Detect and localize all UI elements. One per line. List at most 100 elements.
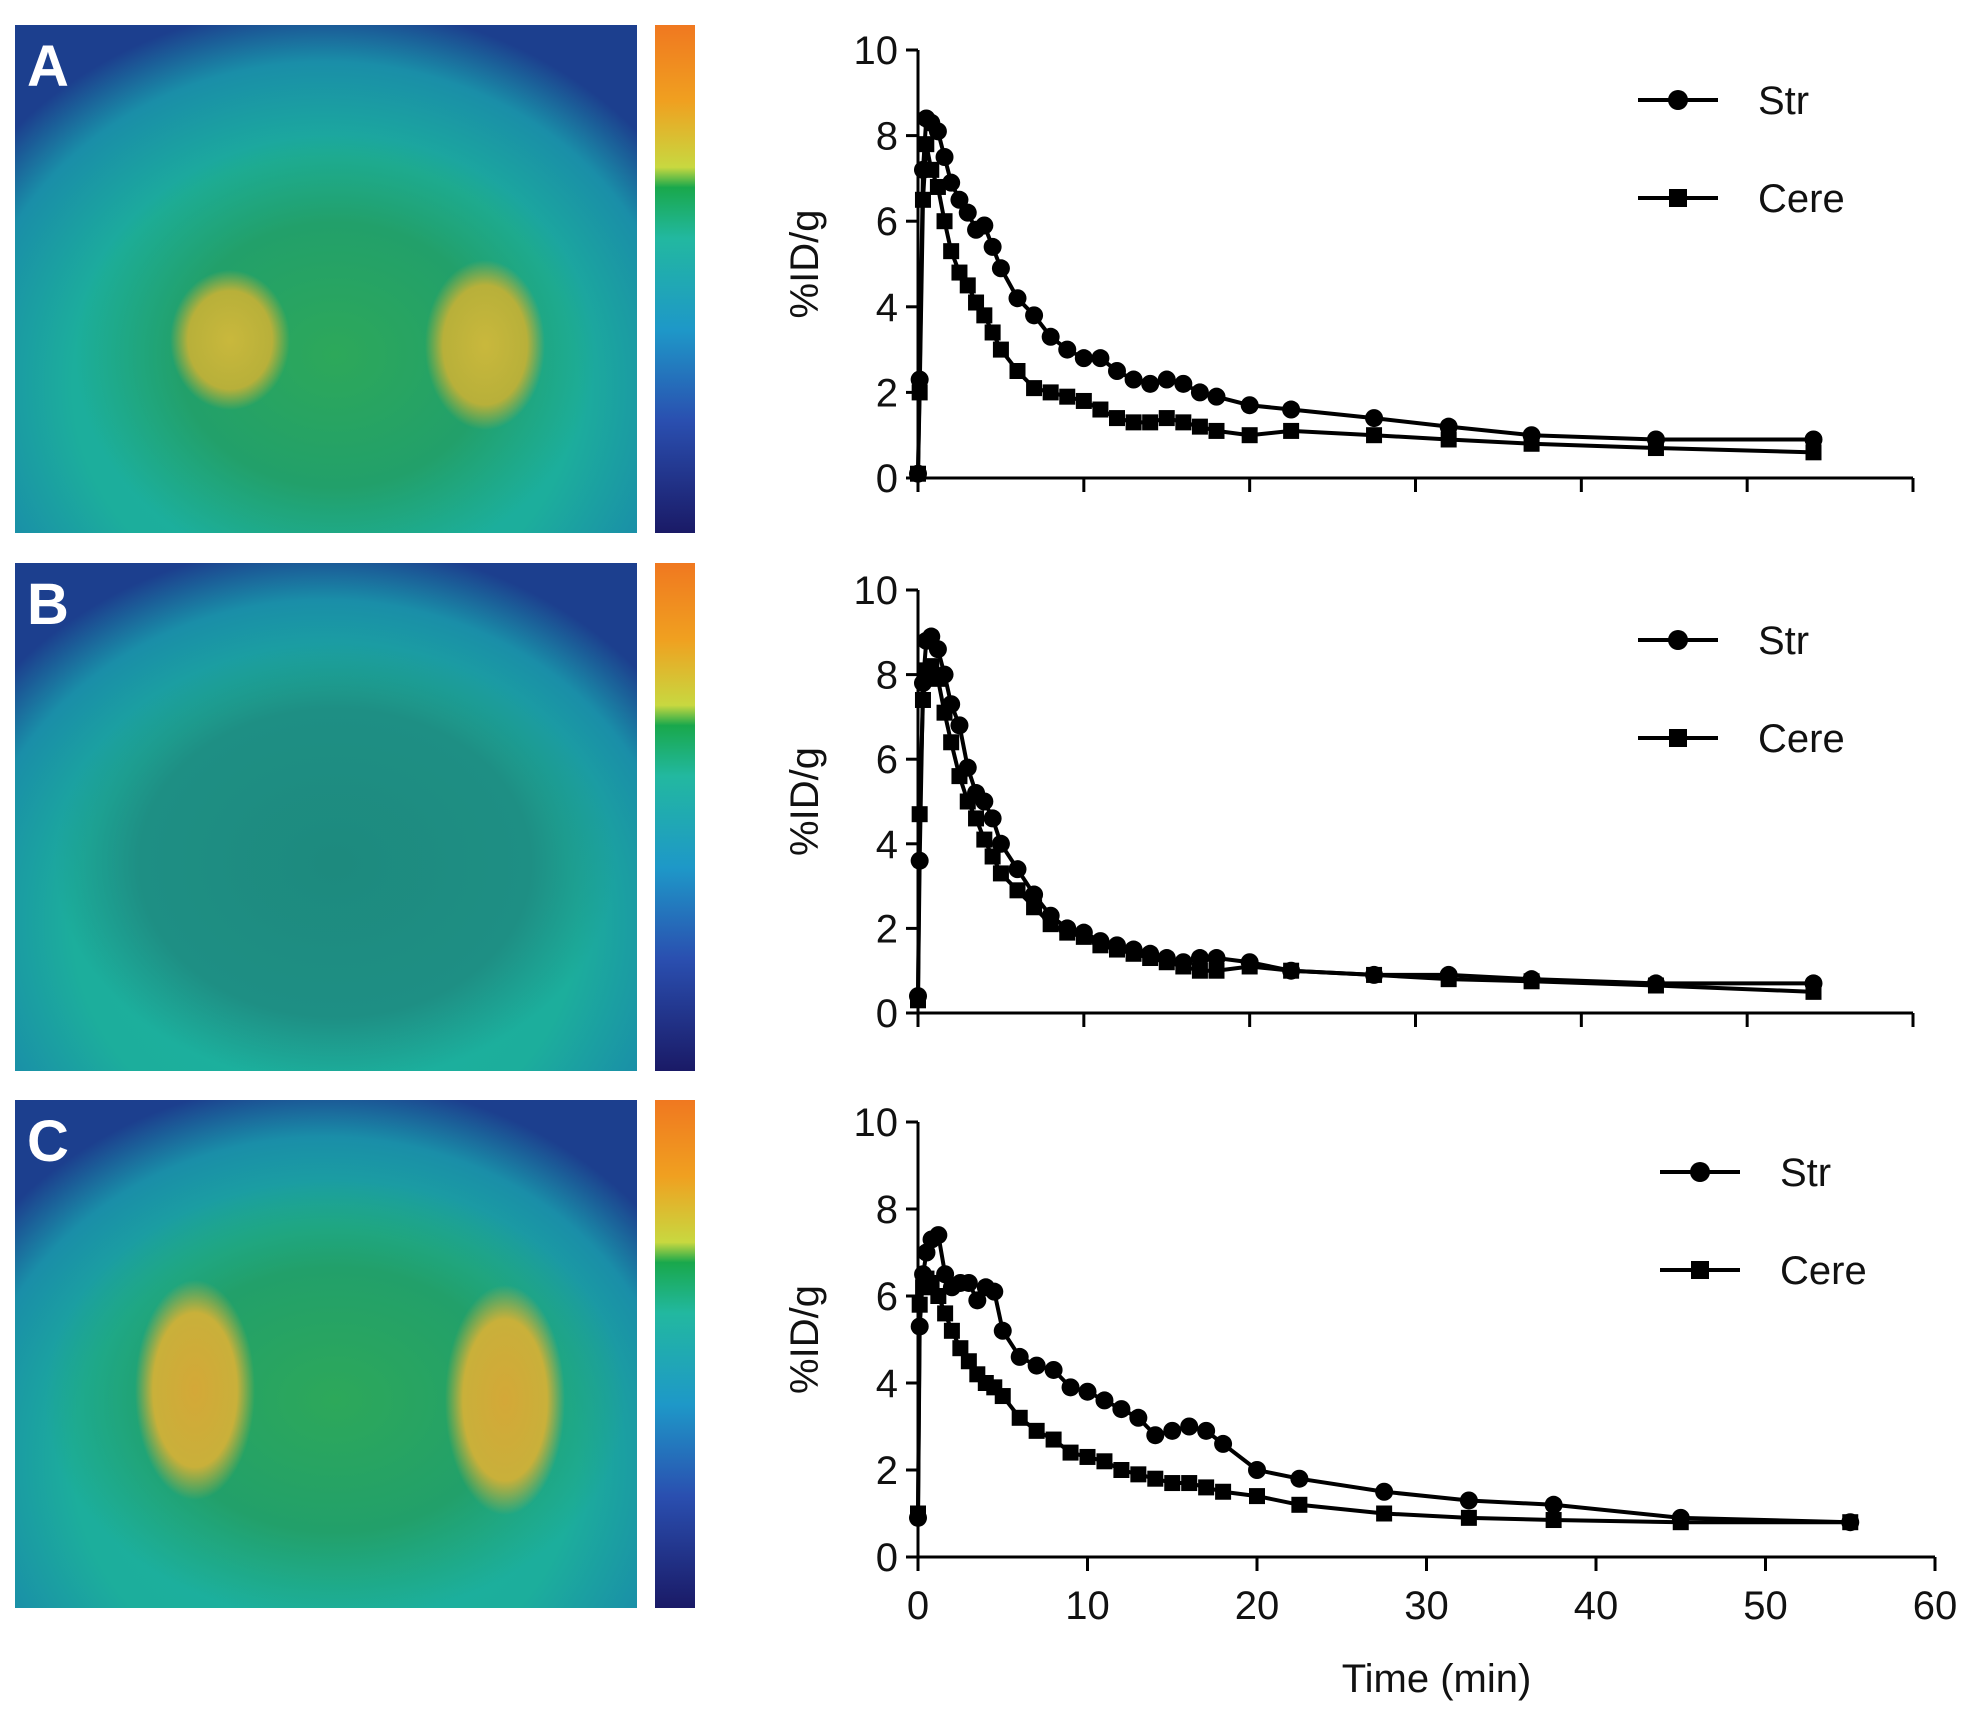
data-point-str <box>1074 349 1093 368</box>
data-point-str <box>1214 1434 1233 1453</box>
brain-image-b: B <box>15 563 637 1071</box>
data-point-str <box>991 259 1010 278</box>
data-point-str <box>1095 1391 1114 1410</box>
data-point-cere <box>943 243 960 260</box>
data-point-str <box>1240 396 1259 415</box>
data-point-cere <box>976 831 993 848</box>
legend-marker-square <box>1669 729 1687 747</box>
data-point-str <box>1282 400 1301 419</box>
data-point-cere <box>1366 966 1383 983</box>
y-tick-label: 6 <box>876 200 898 244</box>
data-point-cere <box>1042 384 1059 401</box>
series-cere <box>910 136 1822 482</box>
x-tick-label: 50 <box>1743 1584 1788 1628</box>
data-point-cere <box>1175 958 1192 975</box>
data-point-str <box>1058 340 1077 359</box>
data-point-cere <box>1059 388 1076 405</box>
data-point-str <box>1124 370 1143 389</box>
y-axis-label: %ID/g <box>783 747 827 856</box>
colorbar-a <box>655 25 695 533</box>
series-str <box>909 109 1823 483</box>
series-str <box>909 627 1823 1006</box>
chart-b: 0 2 4 6 8 10 %ID/g Str Cere <box>783 569 1915 1036</box>
data-point-str <box>950 190 969 209</box>
y-tick-label: 8 <box>876 654 898 698</box>
data-point-cere <box>1045 1431 1062 1448</box>
data-point-str <box>1061 1378 1080 1397</box>
data-point-str <box>1174 374 1193 393</box>
legend-label: Str <box>1780 1151 1831 1195</box>
data-point-cere <box>1291 1496 1308 1513</box>
data-point-cere <box>929 178 946 195</box>
data-point-cere <box>960 1353 977 1370</box>
data-point-cere <box>911 384 928 401</box>
y-tick-label: 4 <box>876 823 898 867</box>
data-point-str <box>1375 1482 1394 1501</box>
data-point-cere <box>1113 1462 1130 1478</box>
legend-label: Cere <box>1758 177 1845 221</box>
data-point-cere <box>1158 410 1175 427</box>
data-point-str <box>1207 949 1226 968</box>
data-point-str <box>942 173 961 192</box>
series-cere <box>910 1270 1859 1531</box>
data-point-cere <box>1026 380 1043 397</box>
data-point-cere <box>951 264 968 281</box>
data-point-str <box>991 834 1010 853</box>
data-point-str <box>1163 1421 1182 1440</box>
data-point-cere <box>1460 1509 1477 1526</box>
brain-image-c: C <box>15 1100 637 1608</box>
data-point-cere <box>936 704 953 721</box>
series-line-str <box>916 1231 1851 1525</box>
y-tick-label: 6 <box>876 738 898 782</box>
legend-marker-square <box>1669 189 1687 207</box>
data-point-cere <box>936 213 953 230</box>
legend-label: Cere <box>1780 1249 1867 1293</box>
data-point-cere <box>943 734 960 751</box>
data-point-cere <box>1283 962 1300 979</box>
data-point-cere <box>1191 418 1208 435</box>
colorbar-b <box>655 563 695 1071</box>
data-point-cere <box>929 670 946 687</box>
y-tick-label: 6 <box>876 1275 898 1319</box>
data-point-str <box>1041 327 1060 346</box>
series-cere <box>910 658 1822 1009</box>
data-point-cere <box>1009 363 1026 379</box>
data-point-cere <box>914 691 931 708</box>
data-point-cere <box>1283 422 1300 439</box>
data-point-cere <box>1523 973 1540 990</box>
data-point-str <box>993 1321 1012 1340</box>
panel-letter-b: B <box>27 572 69 637</box>
data-point-cere <box>1075 928 1092 945</box>
data-point-cere <box>923 658 940 675</box>
series-line-str <box>916 114 1814 474</box>
data-point-cere <box>1042 916 1059 933</box>
data-point-str <box>1044 1360 1063 1379</box>
legend-marker-circle <box>1668 90 1688 110</box>
data-point-cere <box>976 307 993 324</box>
y-tick-label: 0 <box>876 457 898 501</box>
data-point-str <box>1129 1408 1148 1427</box>
legend-label: Cere <box>1758 717 1845 761</box>
data-point-cere <box>1062 1444 1079 1461</box>
y-tick-label: 0 <box>876 1536 898 1580</box>
data-point-cere <box>1164 1475 1181 1492</box>
data-point-cere <box>968 294 985 311</box>
data-point-str <box>928 640 947 659</box>
data-point-cere <box>1092 937 1109 954</box>
series-line-cere <box>916 1275 1851 1525</box>
data-point-cere <box>1672 1514 1689 1531</box>
data-point-cere <box>1523 435 1540 452</box>
y-tick-label: 2 <box>876 371 898 415</box>
data-point-cere <box>918 136 935 153</box>
data-point-cere <box>1545 1512 1562 1529</box>
data-point-str <box>1180 1417 1199 1436</box>
series-line-cere <box>916 662 1814 1001</box>
y-tick-label: 2 <box>876 1449 898 1493</box>
y-tick-label: 4 <box>876 286 898 330</box>
legend-label: Str <box>1758 619 1809 663</box>
data-point-str <box>1248 1461 1266 1479</box>
data-point-cere <box>1142 414 1159 431</box>
x-tick-label: 40 <box>1574 1584 1619 1628</box>
x-tick-label: 30 <box>1404 1584 1449 1628</box>
data-point-str <box>1146 1426 1165 1445</box>
